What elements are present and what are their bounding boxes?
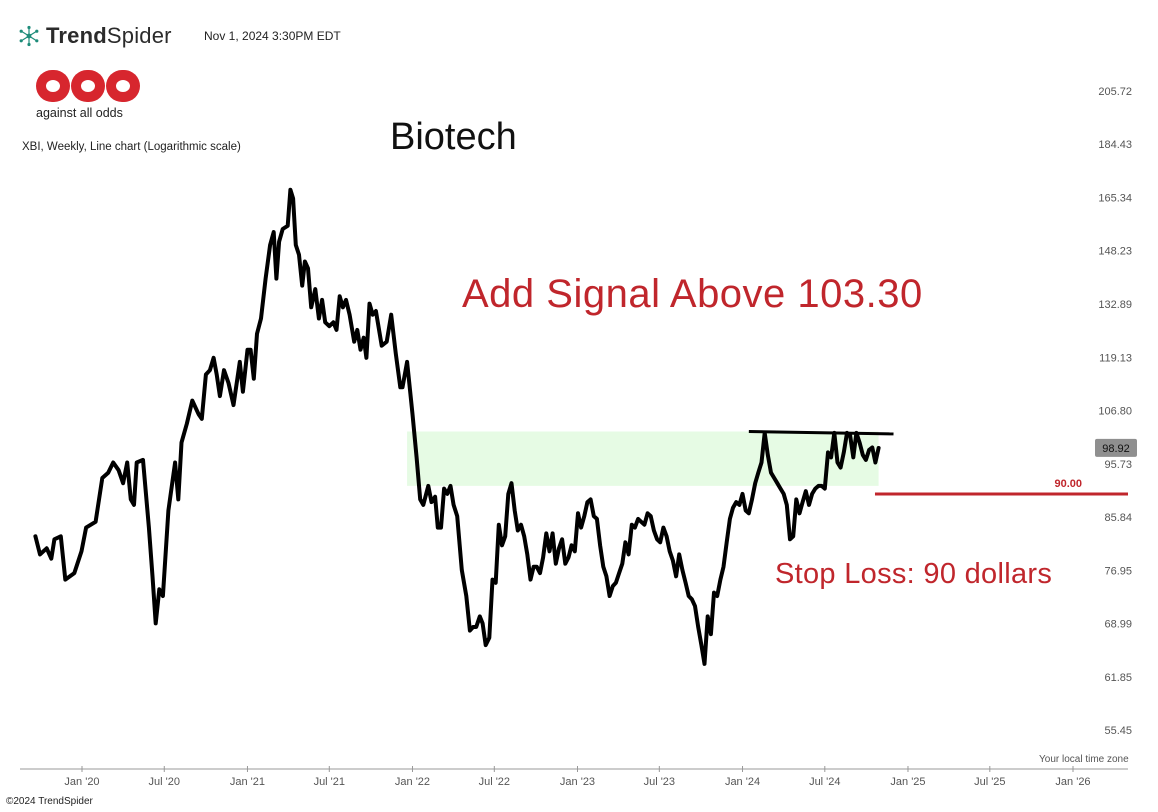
x-tick-label: Jan '23 [560, 776, 595, 788]
x-tick-label: Jul '21 [314, 776, 345, 788]
stop-loss-annotation: Stop Loss: 90 dollars [775, 558, 1053, 590]
x-tick-label: Jan '20 [64, 776, 99, 788]
brand-name: TrendSpider [46, 23, 172, 48]
x-tick-label: Jul '20 [149, 776, 180, 788]
x-tick-label: Jan '22 [395, 776, 430, 788]
copyright: ©2024 TrendSpider [6, 796, 93, 807]
y-tick-label: 119.13 [1099, 352, 1132, 364]
last-price-tag [1095, 438, 1137, 457]
price-line[interactable] [33, 187, 881, 666]
timezone-note[interactable]: Your local time zone [1039, 754, 1129, 765]
chart-timestamp: Nov 1, 2024 3:30PM EDT [204, 29, 341, 43]
y-tick-label: 76.95 [1104, 565, 1132, 577]
y-tick-label: 55.45 [1104, 725, 1132, 737]
y-tick-label: 106.80 [1098, 406, 1132, 418]
x-tick-label: Jan '25 [890, 776, 925, 788]
breakout-zone [407, 431, 879, 486]
x-tick-label: Jul '23 [644, 776, 675, 788]
signal-annotation: Add Signal Above 103.30 [462, 272, 923, 316]
against-all-odds-logo [36, 68, 140, 109]
x-tick-label: Jan '26 [1055, 776, 1090, 788]
y-tick-label: 165.34 [1098, 193, 1132, 205]
x-tick-label: Jan '24 [725, 776, 760, 788]
y-tick-label: 148.23 [1098, 246, 1132, 258]
y-tick-label: 184.43 [1098, 139, 1132, 151]
trendspider-logo-icon [18, 25, 40, 47]
last-price-label: 98.92 [1102, 443, 1130, 455]
x-tick-label: Jan '21 [230, 776, 265, 788]
chart-title: Biotech [390, 116, 517, 158]
x-tick-label: Jul '22 [479, 776, 510, 788]
instrument-description: XBI, Weekly, Line chart (Logarithmic sca… [22, 141, 241, 153]
logo-tagline: against all odds [36, 106, 123, 120]
y-tick-label: 132.89 [1098, 299, 1132, 311]
y-tick-label: 205.72 [1098, 86, 1132, 98]
y-tick-label: 68.99 [1104, 619, 1132, 631]
y-tick-label: 61.85 [1104, 672, 1132, 684]
trendspider-brand: TrendSpider [18, 22, 172, 50]
x-tick-label: Jul '25 [974, 776, 1005, 788]
y-tick-label: 85.84 [1104, 512, 1132, 524]
stop-level-label: 90.00 [1054, 478, 1082, 490]
y-tick-label: 95.73 [1104, 459, 1132, 471]
x-tick-label: Jul '24 [809, 776, 840, 788]
resistance-trendline[interactable] [748, 430, 894, 436]
